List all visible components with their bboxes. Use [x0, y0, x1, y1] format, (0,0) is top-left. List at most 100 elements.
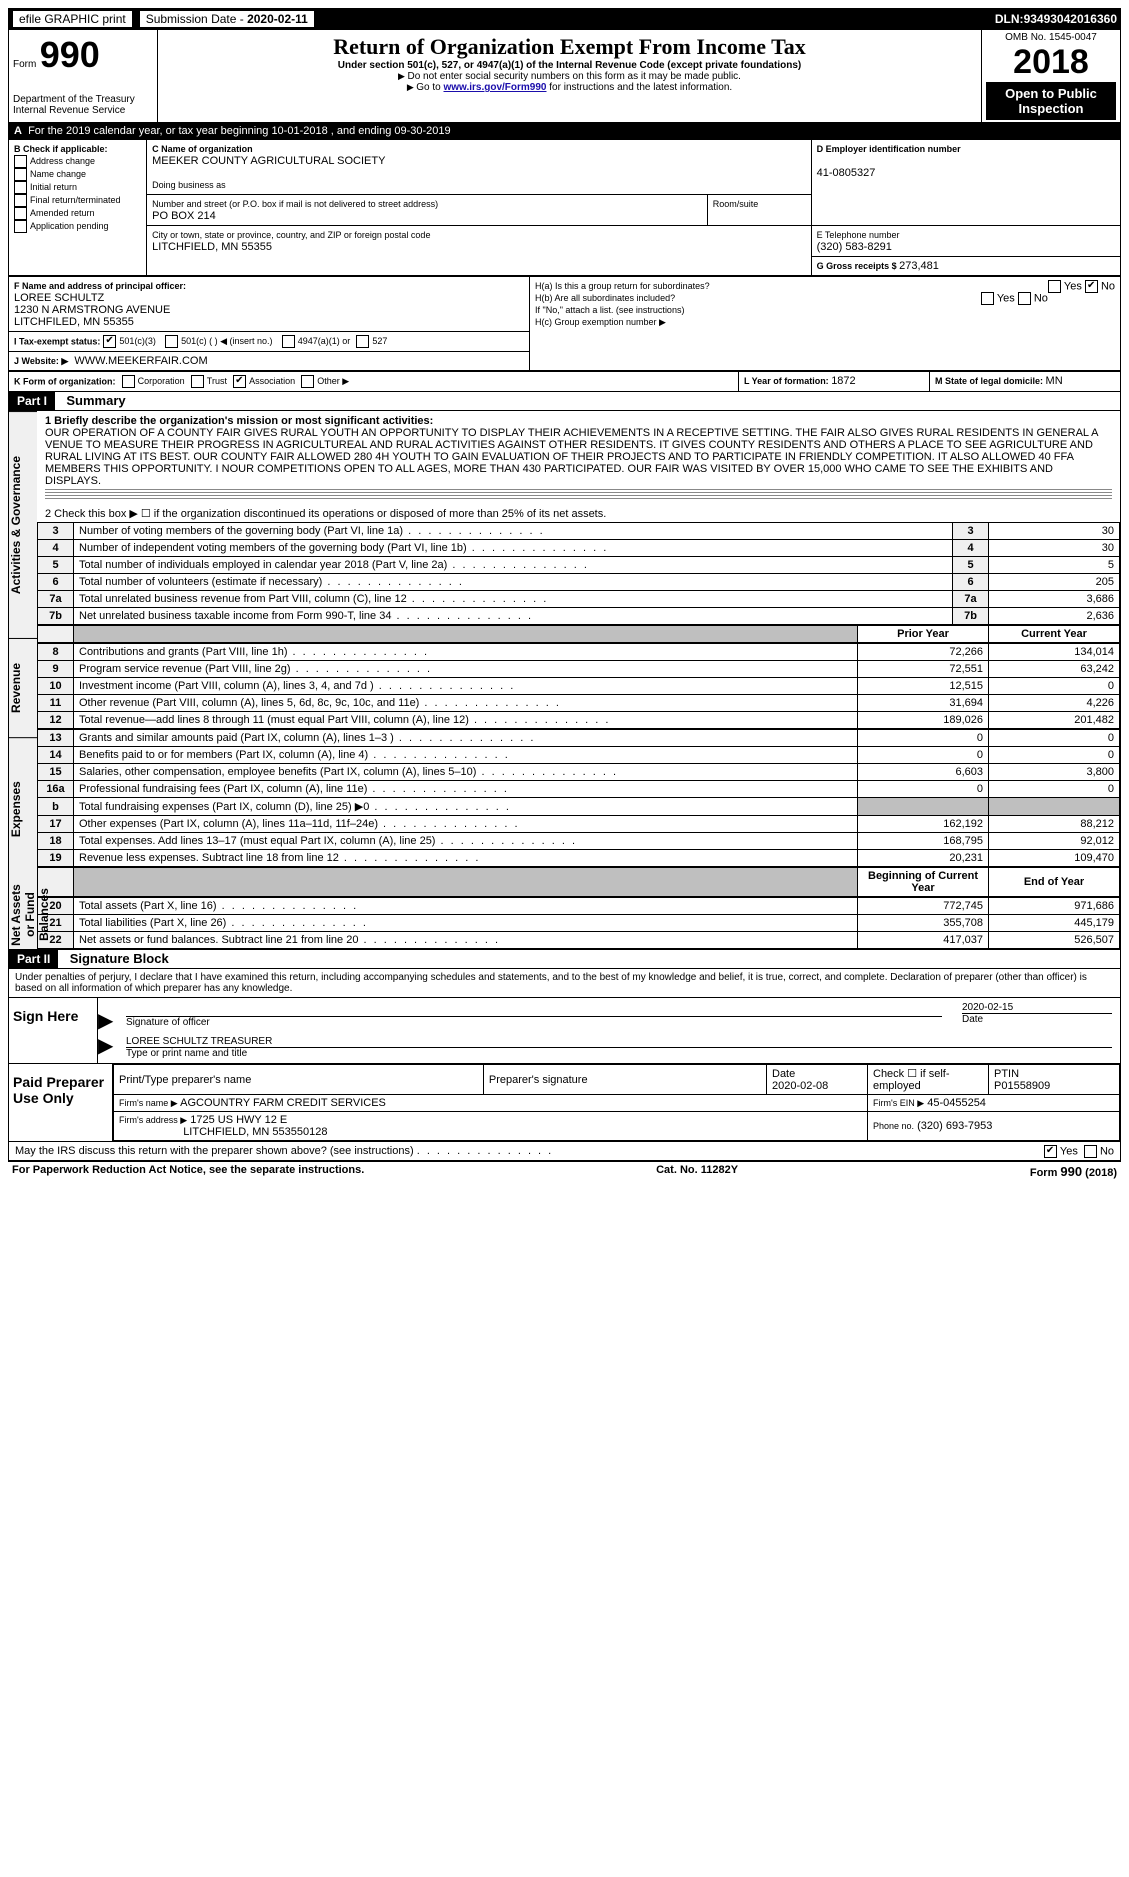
line-a-text: For the 2019 calendar year, or tax year … — [28, 125, 451, 137]
line-desc: Grants and similar amounts paid (Part IX… — [74, 730, 858, 747]
line-desc: Number of independent voting members of … — [74, 540, 953, 557]
website-value: WWW.MEEKERFAIR.COM — [74, 355, 207, 367]
part2-title: Signature Block — [62, 951, 169, 966]
box-c-label: C Name of organization — [152, 144, 253, 154]
prior-val: 355,708 — [858, 915, 989, 932]
tax-year: 2018 — [986, 43, 1116, 82]
line-desc: Total revenue—add lines 8 through 11 (mu… — [74, 712, 858, 729]
footer-left: For Paperwork Reduction Act Notice, see … — [12, 1164, 364, 1179]
cb-corp[interactable]: Corporation — [122, 375, 185, 387]
org-name: MEEKER COUNTY AGRICULTURAL SOCIETY — [152, 155, 385, 167]
part2-bar: Part II Signature Block — [8, 950, 1121, 969]
prep-date: 2020-02-08 — [772, 1080, 828, 1092]
sign-here-block: Sign Here ▶▶ Signature of officer 2020-0… — [8, 998, 1121, 1064]
line-ref: 5 — [953, 557, 989, 574]
box-d: D Employer identification number 41-0805… — [811, 140, 1120, 226]
prior-val: 6,603 — [858, 764, 989, 781]
city-label: City or town, state or province, country… — [152, 230, 430, 240]
ein-value: 41-0805327 — [817, 167, 876, 179]
firm-phone-cell: Phone no. (320) 693-7953 — [868, 1112, 1120, 1141]
line-ref: 4 — [953, 540, 989, 557]
cb-4947[interactable]: 4947(a)(1) or — [282, 335, 351, 347]
current-val: 0 — [989, 781, 1120, 798]
officer-addr2: LITCHFILED, MN 55355 — [14, 316, 134, 328]
line-no: 11 — [38, 695, 74, 712]
street-value: PO BOX 214 — [152, 210, 216, 222]
cb-addr[interactable]: Address change — [14, 155, 95, 167]
mission-lead: 1 Briefly describe the organization's mi… — [45, 415, 433, 427]
cb-name[interactable]: Name change — [14, 168, 86, 180]
may-irs-answer[interactable]: Yes No — [1044, 1145, 1114, 1158]
part1-bar: Part I Summary — [8, 392, 1121, 411]
part1-body: Activities & Governance Revenue Expenses… — [8, 411, 1121, 950]
firm-name: AGCOUNTRY FARM CREDIT SERVICES — [180, 1097, 386, 1109]
line-val: 30 — [989, 523, 1120, 540]
col-eoy: End of Year — [989, 868, 1120, 897]
box-l-label: L Year of formation: — [744, 376, 831, 386]
officer-status-table: F Name and address of principal officer:… — [8, 276, 1121, 371]
form-title: Return of Organization Exempt From Incom… — [166, 34, 973, 60]
preparer-table: Print/Type preparer's name Preparer's si… — [113, 1064, 1120, 1141]
line-ref: 7a — [953, 591, 989, 608]
prior-val: 417,037 — [858, 932, 989, 949]
top-bar: efile GRAPHIC print Submission Date - 20… — [8, 8, 1121, 30]
boy-eoy-header: Beginning of Current Year End of Year — [37, 867, 1120, 897]
line-no: 5 — [38, 557, 74, 574]
hc-text: H(c) Group exemption number ▶ — [535, 317, 666, 327]
irs-link[interactable]: www.irs.gov/Form990 — [444, 82, 547, 93]
footer-row: For Paperwork Reduction Act Notice, see … — [8, 1161, 1121, 1181]
line-desc: Total assets (Part X, line 16) — [74, 898, 858, 915]
prep-h-self[interactable]: Check ☐ if self-employed — [868, 1065, 989, 1095]
dln-value: 93493042016360 — [1024, 12, 1117, 26]
klm-table: K Form of organization: Corporation Trus… — [8, 371, 1121, 392]
cb-501c3[interactable]: 501(c)(3) — [103, 335, 156, 347]
dept-treasury: Department of the Treasury Internal Reve… — [13, 94, 153, 116]
line-no: 18 — [38, 833, 74, 850]
cb-pending[interactable]: Application pending — [14, 220, 109, 232]
col-current: Current Year — [989, 626, 1120, 643]
line-val: 2,636 — [989, 608, 1120, 625]
cb-amended[interactable]: Amended return — [14, 207, 95, 219]
prep-h-ptin: PTINP01558909 — [989, 1065, 1120, 1095]
cell-grey — [858, 798, 989, 816]
sign-here-label: Sign Here — [9, 998, 98, 1063]
box-m: M State of legal domicile: MN — [930, 372, 1121, 392]
paid-preparer-block: Paid Preparer Use Only Print/Type prepar… — [8, 1064, 1121, 1142]
city-value: LITCHFIELD, MN 55355 — [152, 241, 272, 253]
cb-initial[interactable]: Initial return — [14, 181, 77, 193]
current-val: 88,212 — [989, 816, 1120, 833]
line-val: 3,686 — [989, 591, 1120, 608]
prior-val: 12,515 — [858, 678, 989, 695]
efile-box: efile GRAPHIC print — [12, 10, 133, 28]
hb-answer[interactable]: Yes No — [981, 292, 1048, 305]
dln-label: DLN: — [995, 12, 1024, 26]
current-val: 134,014 — [989, 644, 1120, 661]
line-desc: Other expenses (Part IX, column (A), lin… — [74, 816, 858, 833]
part1-title: Summary — [58, 393, 125, 408]
line-desc: Program service revenue (Part VIII, line… — [74, 661, 858, 678]
line-desc: Total unrelated business revenue from Pa… — [74, 591, 953, 608]
paid-preparer-label: Paid Preparer Use Only — [9, 1064, 113, 1141]
warn-link: Go to www.irs.gov/Form990 for instructio… — [166, 82, 973, 93]
line-ref: 7b — [953, 608, 989, 625]
line-no: 9 — [38, 661, 74, 678]
prior-val: 189,026 — [858, 712, 989, 729]
submission-label: Submission Date - — [146, 12, 247, 26]
line-2: 2 Check this box ▶ ☐ if the organization… — [37, 505, 1120, 522]
cb-501c[interactable]: 501(c) ( ) ◀ (insert no.) — [165, 335, 272, 347]
cb-assoc[interactable]: Association — [233, 375, 295, 387]
cb-527[interactable]: 527 — [356, 335, 387, 347]
current-val: 0 — [989, 747, 1120, 764]
sig-date-label: Date — [962, 1014, 983, 1025]
ha-text: H(a) Is this a group return for subordin… — [535, 281, 710, 291]
box-g: G Gross receipts $ 273,481 — [811, 257, 1120, 276]
box-e: E Telephone number (320) 583-8291 — [811, 226, 1120, 257]
ha-answer[interactable]: Yes No — [1048, 280, 1115, 293]
warn-ssn: Do not enter social security numbers on … — [166, 71, 973, 82]
cb-trust[interactable]: Trust — [191, 375, 227, 387]
line-desc: Total fundraising expenses (Part IX, col… — [74, 798, 858, 816]
cb-other[interactable]: Other ▶ — [301, 375, 349, 387]
cb-final[interactable]: Final return/terminated — [14, 194, 121, 206]
line-desc: Number of voting members of the governin… — [74, 523, 953, 540]
prep-h-name: Print/Type preparer's name — [114, 1065, 484, 1095]
